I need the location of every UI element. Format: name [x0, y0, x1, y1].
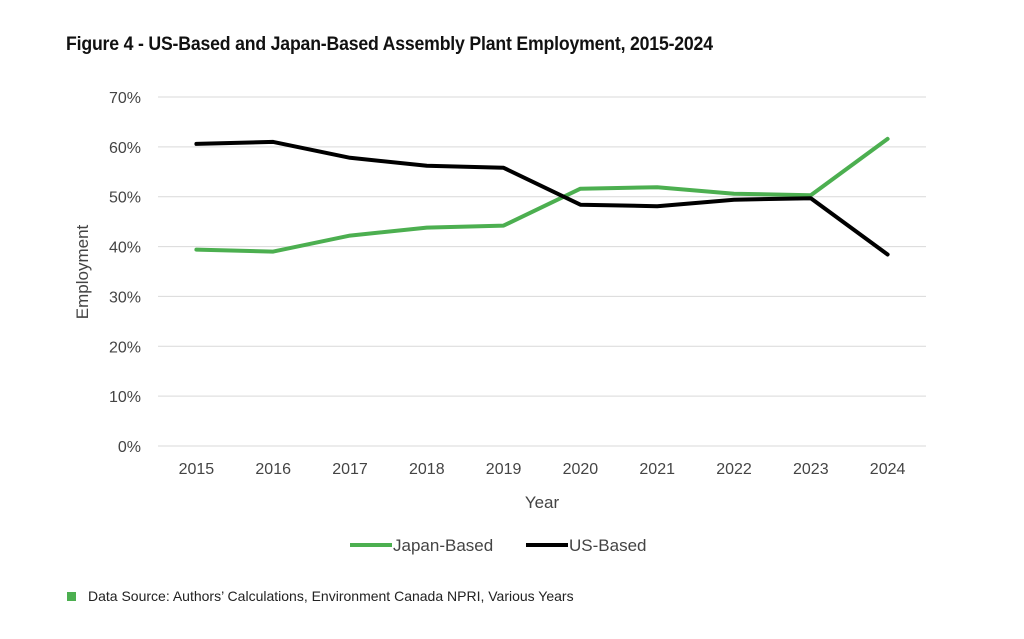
y-tick-label: 20%: [109, 339, 141, 356]
y-axis-label: Employment: [73, 224, 92, 319]
x-tick-label: 2016: [255, 461, 291, 478]
legend: Japan-Based US-Based: [350, 536, 646, 555]
source-note: Data Source: Authors’ Calculations, Envi…: [67, 588, 574, 604]
x-axis-ticks: 2015 2016 2017 2018 2019 2020 2021 2022 2023 2024: [179, 461, 906, 478]
bullet-icon: [67, 591, 76, 601]
x-tick-label: 2023: [793, 461, 829, 478]
legend-label: US-Based: [569, 536, 646, 555]
y-tick-label: 70%: [109, 90, 141, 107]
x-tick-label: 2022: [716, 461, 752, 478]
x-tick-label: 2024: [870, 461, 906, 478]
x-tick-label: 2020: [563, 461, 599, 478]
y-tick-label: 40%: [109, 240, 141, 257]
gridlines: [158, 96, 926, 447]
y-tick-label: 30%: [109, 289, 141, 306]
y-axis-ticks: 0% 10% 20% 30% 40% 50% 60% 70%: [109, 90, 141, 456]
series-lines: [194, 136, 890, 257]
source-text: Data Source: Authors’ Calculations, Envi…: [88, 588, 574, 604]
x-tick-label: 2018: [409, 461, 445, 478]
series-line-japan-based: [194, 136, 890, 254]
x-tick-label: 2021: [639, 461, 675, 478]
y-tick-label: 10%: [109, 389, 141, 406]
legend-label: Japan-Based: [393, 536, 493, 555]
y-tick-label: 0%: [118, 439, 141, 456]
x-tick-label: 2017: [332, 461, 368, 478]
y-tick-label: 60%: [109, 140, 141, 157]
x-axis-label: Year: [525, 493, 560, 512]
figure-title: Figure 4 - US-Based and Japan-Based Asse…: [66, 34, 713, 55]
series-line-us-based: [194, 139, 890, 257]
y-tick-label: 50%: [109, 190, 141, 207]
x-tick-label: 2019: [486, 461, 522, 478]
x-tick-label: 2015: [179, 461, 215, 478]
